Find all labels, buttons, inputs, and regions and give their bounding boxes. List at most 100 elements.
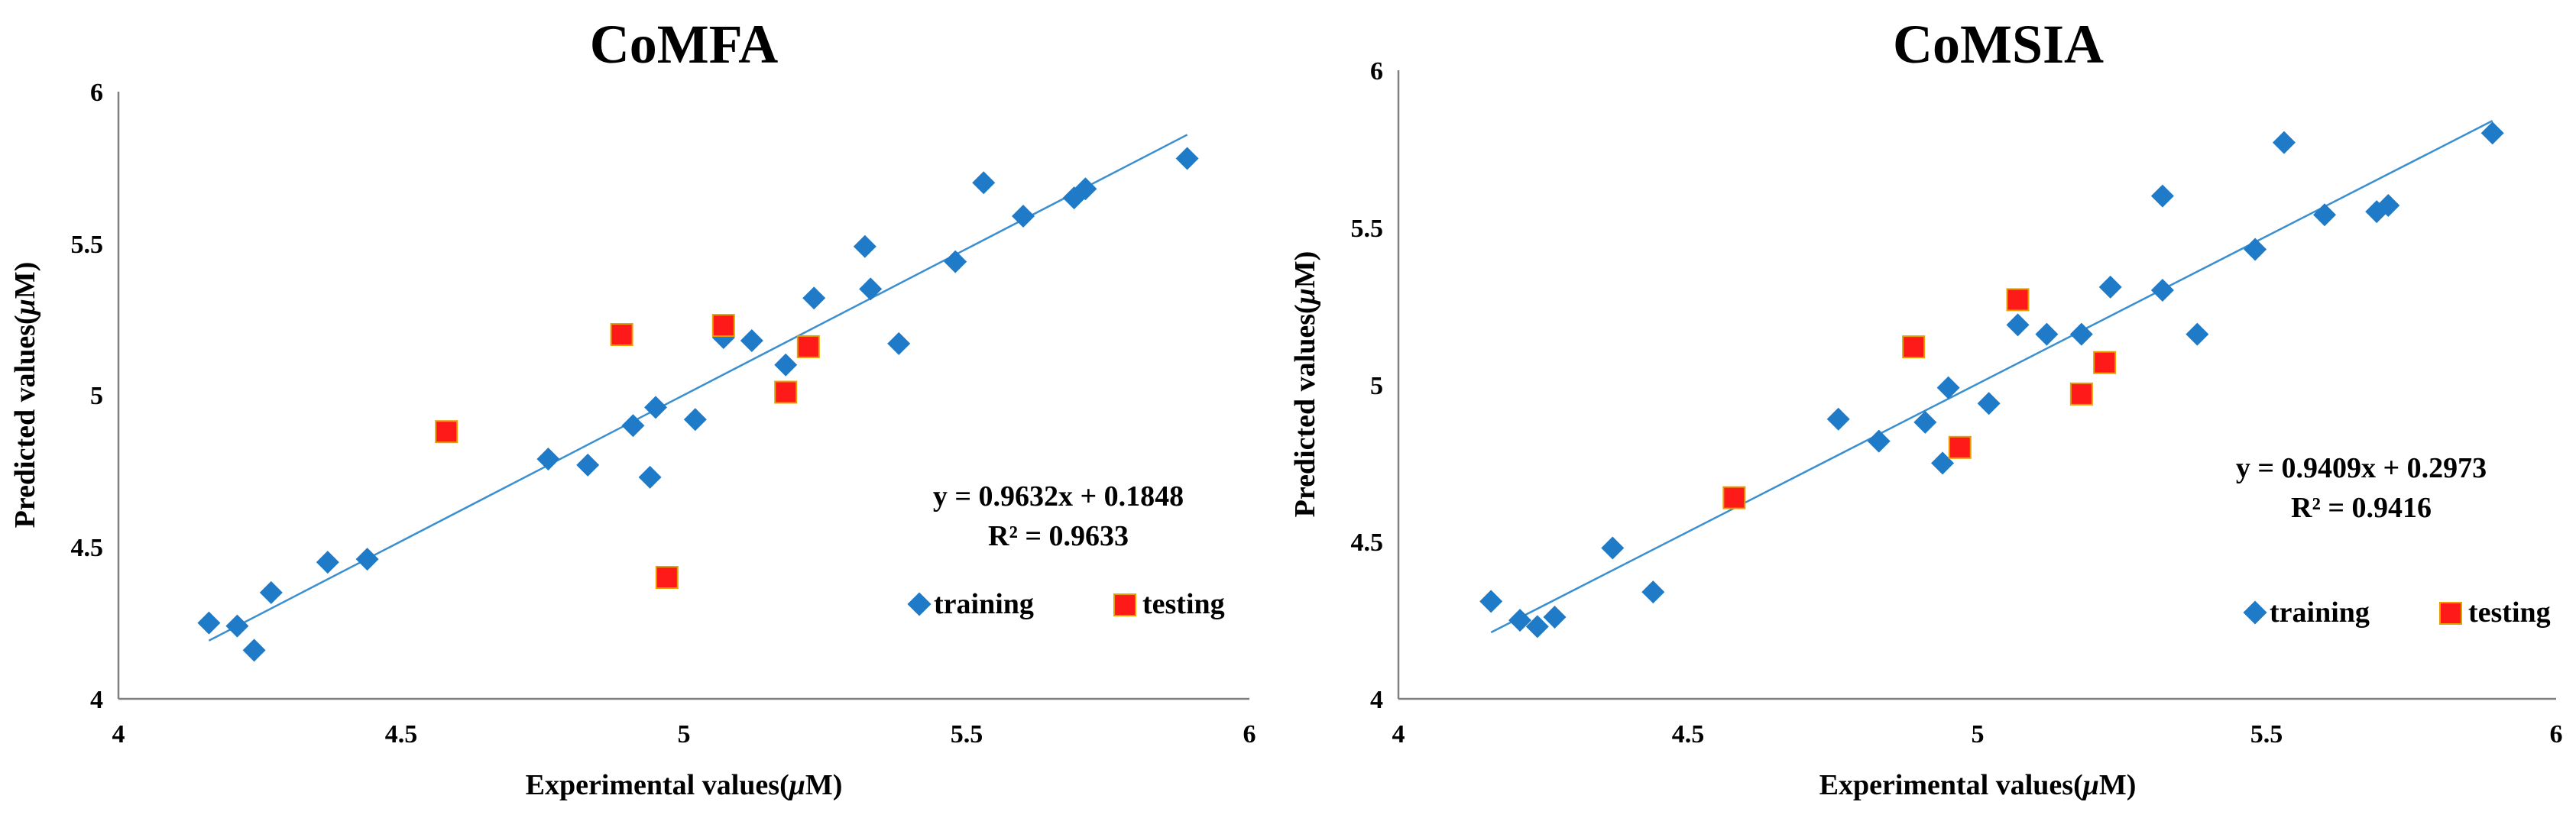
training-point: [774, 353, 798, 377]
y-tick-label: 4: [1370, 686, 1383, 714]
training-point: [2272, 131, 2296, 154]
training-point: [853, 234, 876, 258]
x-tick-label: 4: [1392, 720, 1405, 748]
x-tick-label: 4.5: [1672, 720, 1705, 748]
testing-point: [711, 314, 735, 338]
y-axis-label: Predicted values(μM): [1289, 251, 1321, 518]
training-point: [1641, 580, 1665, 604]
legend-training-marker: [907, 592, 932, 616]
chart-title: CoMFA: [590, 14, 779, 75]
training-point: [2186, 322, 2209, 346]
training-point: [2069, 322, 2093, 346]
training-point: [2006, 313, 2030, 337]
legend-testing-label: testing: [2468, 597, 2551, 629]
training-point: [259, 580, 283, 604]
testing-point: [435, 420, 458, 444]
x-tick-label: 6: [2550, 720, 2563, 748]
training-point: [740, 328, 763, 352]
comsia-chart: CoMSIA 4 4.5 5 5.5 6 4 4.5 5 5.5 6 Exper…: [1289, 14, 2563, 801]
data-points: [197, 147, 1199, 662]
training-point: [316, 551, 339, 574]
x-tick-label: 4.5: [385, 720, 418, 748]
training-point: [2377, 193, 2400, 217]
trendline: [1490, 120, 2493, 634]
regression-equation: y = 0.9632x + 0.1848: [933, 480, 1184, 512]
training-point: [2244, 238, 2267, 261]
training-point: [576, 453, 600, 477]
y-axis-label: Predicted values(μM): [9, 262, 41, 529]
training-point: [1931, 451, 1955, 475]
x-tick-label: 5.5: [951, 720, 983, 748]
testing-point: [2093, 351, 2117, 374]
legend-testing-marker: [2439, 602, 2462, 625]
training-point: [2313, 203, 2336, 227]
training-point: [802, 286, 826, 310]
legend-testing-label: testing: [1142, 588, 1225, 620]
y-tick-label: 5.5: [1351, 215, 1384, 243]
training-point: [1977, 392, 2001, 415]
training-point: [242, 639, 266, 662]
training-point: [1601, 536, 1625, 560]
x-tick-label: 5: [1972, 720, 1985, 748]
testing-point: [1902, 335, 1926, 359]
y-tick-label: 4.5: [1351, 529, 1384, 557]
training-point: [2150, 279, 2174, 302]
training-point: [1936, 376, 1960, 399]
legend: training testing: [907, 588, 1225, 620]
x-tick-group: 4 4.5 5 5.5 6: [1392, 720, 2563, 748]
training-point: [536, 447, 560, 470]
y-tick-group: 4 4.5 5 5.5 6: [1351, 57, 1384, 714]
y-tick-label: 6: [90, 79, 103, 107]
regression-equation: y = 0.9409x + 0.2973: [2236, 452, 2487, 484]
training-point: [2150, 184, 2174, 208]
x-tick-label: 5.5: [2250, 720, 2283, 748]
training-point: [2098, 275, 2122, 299]
x-axis-label: Experimental values(μM): [1819, 769, 2137, 801]
legend-training-marker: [2243, 600, 2267, 625]
comfa-chart: CoMFA 4 4.5 5 5.5 6 4 4.5 5 5.5 6 Experi…: [9, 14, 1256, 801]
training-point: [225, 614, 249, 638]
r-squared-label: R² = 0.9633: [988, 520, 1129, 552]
training-point: [2035, 322, 2059, 346]
training-point: [1525, 615, 1549, 639]
data-points: [1479, 121, 2504, 639]
y-tick-label: 5: [1370, 372, 1383, 400]
training-point: [1913, 410, 1937, 434]
y-tick-group: 4 4.5 5 5.5 6: [71, 79, 104, 714]
legend-training-label: training: [934, 588, 1034, 620]
y-tick-label: 5.5: [71, 231, 104, 259]
testing-point: [1948, 435, 1972, 459]
x-tick-group: 4 4.5 5 5.5 6: [112, 720, 1256, 748]
testing-point: [774, 380, 798, 404]
chart-title: CoMSIA: [1893, 14, 2104, 75]
y-tick-label: 5: [90, 382, 103, 410]
x-axis-label: Experimental values(μM): [526, 769, 843, 801]
training-point: [1175, 147, 1199, 170]
x-tick-label: 5: [678, 720, 691, 748]
r-squared-label: R² = 0.9416: [2291, 492, 2432, 524]
training-point: [1543, 606, 1567, 629]
testing-point: [2006, 288, 2030, 312]
training-point: [355, 548, 379, 571]
training-point: [944, 250, 967, 273]
training-point: [1479, 590, 1503, 613]
testing-point: [655, 566, 679, 589]
training-point: [1867, 429, 1891, 453]
testing-point: [1722, 486, 1746, 509]
training-point: [683, 408, 707, 432]
training-point: [1012, 204, 1035, 228]
training-point: [887, 331, 911, 355]
training-point: [621, 414, 645, 438]
y-tick-label: 4.5: [71, 534, 104, 562]
training-point: [1074, 177, 1097, 201]
y-tick-label: 6: [1370, 57, 1383, 86]
training-point: [2480, 121, 2504, 145]
testing-point: [2069, 382, 2093, 406]
legend-training-label: training: [2270, 597, 2370, 629]
y-tick-label: 4: [90, 686, 103, 714]
legend: training testing: [2243, 597, 2551, 629]
testing-point: [796, 335, 820, 358]
trendline: [208, 134, 1188, 642]
training-point: [644, 396, 667, 419]
